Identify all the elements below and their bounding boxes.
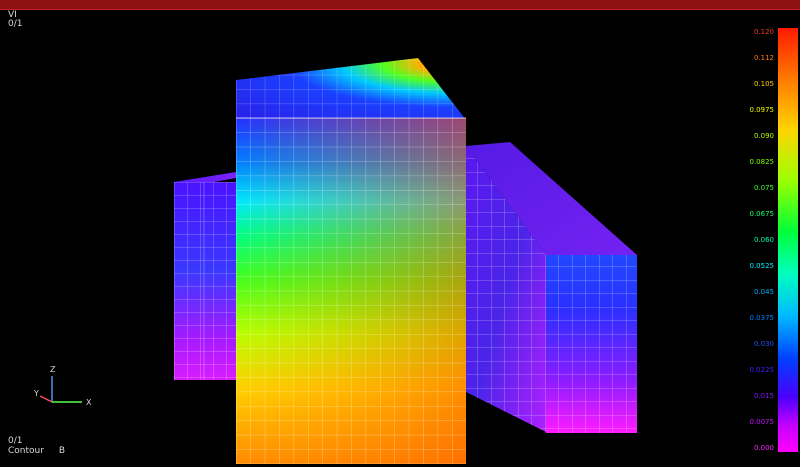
legend-label: 0.0525	[749, 262, 775, 270]
legend-label: 0.045	[753, 288, 774, 296]
left-block[interactable]	[174, 172, 236, 380]
legend-label: 0.120	[753, 28, 774, 36]
title-bar	[0, 0, 800, 10]
contour-index: 0/1	[8, 436, 23, 446]
legend-label: 0.015	[753, 392, 774, 400]
axis-z-label: Z	[50, 365, 56, 374]
main-block[interactable]	[236, 58, 466, 464]
legend-label: 0.0825	[749, 158, 775, 166]
legend-label: 0.0975	[749, 106, 775, 114]
contour-info: 0/1 Contour B	[8, 436, 65, 456]
legend-label: 0.0225	[749, 366, 775, 374]
legend-label: 0.0075	[749, 418, 775, 426]
legend-label: 0.075	[753, 184, 774, 192]
axis-x-label: X	[86, 398, 92, 407]
view-sub: 0/1	[8, 19, 23, 29]
legend-label: 0.060	[753, 236, 774, 244]
legend-label: 0.090	[753, 132, 774, 140]
view-id: VI	[8, 10, 17, 20]
legend-label: 0.0675	[749, 210, 775, 218]
axis-y-label: Y	[33, 389, 39, 398]
legend-label: 0.112	[753, 54, 774, 62]
contour-variable: B	[58, 446, 65, 456]
axis-triad: Z Y X	[33, 365, 92, 407]
legend-label: 0.0375	[749, 314, 775, 322]
legend-label: 0.105	[753, 80, 774, 88]
right-block[interactable]	[466, 142, 637, 433]
view-label: VI 0/1	[8, 11, 22, 29]
legend-label: 0.000	[753, 444, 774, 452]
legend-labels: 0.120 0.112 0.105 0.0975 0.090 0.0825 0.075 0.0…	[732, 28, 775, 452]
legend-label: 0.030	[753, 340, 774, 348]
legend-color-bar	[778, 28, 798, 452]
contour-mode: Contour	[8, 446, 44, 456]
